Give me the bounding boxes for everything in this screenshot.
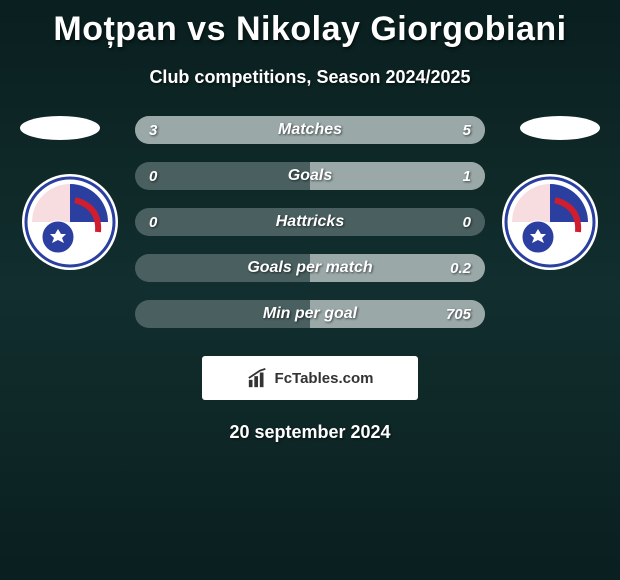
stat-bar-label: Matches <box>135 116 485 144</box>
brand-text: FcTables.com <box>275 370 374 387</box>
stat-bar-label: Goals <box>135 162 485 190</box>
stat-bar: 35Matches <box>135 116 485 144</box>
brand-badge[interactable]: FcTables.com <box>202 356 418 400</box>
right-country-ellipse <box>520 116 600 140</box>
stat-bar-label: Goals per match <box>135 254 485 282</box>
left-club-badge <box>20 172 120 272</box>
right-club-badge <box>500 172 600 272</box>
club-badge-icon <box>20 172 120 272</box>
stat-bar: 0.2Goals per match <box>135 254 485 282</box>
page-subtitle: Club competitions, Season 2024/2025 <box>0 67 620 88</box>
stat-bar: 01Goals <box>135 162 485 190</box>
chart-icon <box>247 367 269 389</box>
club-badge-icon <box>500 172 600 272</box>
left-country-ellipse <box>20 116 100 140</box>
stat-bar: 705Min per goal <box>135 300 485 328</box>
stat-bar: 00Hattricks <box>135 208 485 236</box>
footer-date: 20 september 2024 <box>0 422 620 443</box>
stat-bar-label: Hattricks <box>135 208 485 236</box>
page-title: Moțpan vs Nikolay Giorgobiani <box>0 0 620 49</box>
stat-bar-label: Min per goal <box>135 300 485 328</box>
stat-bars: 35Matches 01Goals 00Hattricks 0.2Goals per … <box>135 116 485 346</box>
comparison-content: 35Matches 01Goals 00Hattricks 0.2Goals per … <box>0 116 620 346</box>
